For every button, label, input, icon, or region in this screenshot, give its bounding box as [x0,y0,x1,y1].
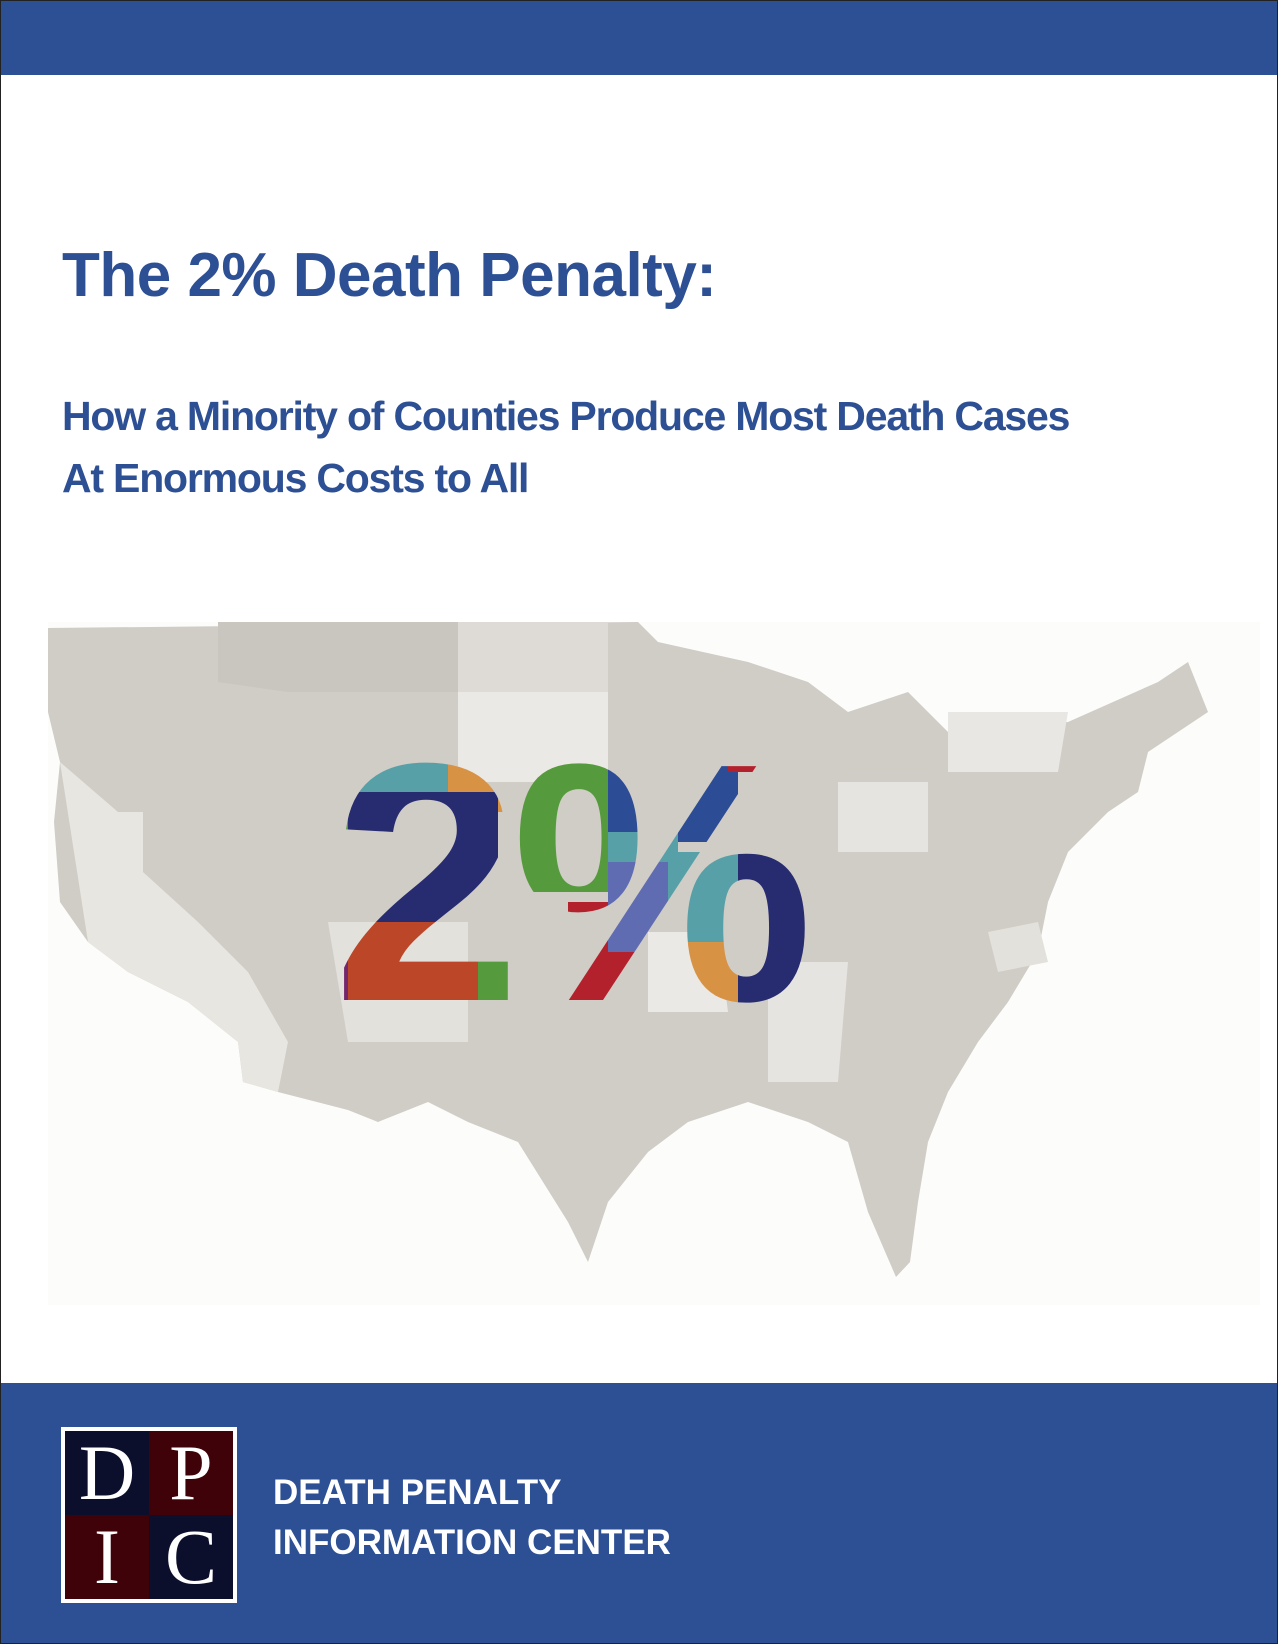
org-name-line-2: INFORMATION CENTER [273,1523,671,1562]
top-banner [0,0,1278,75]
org-name-line-1: DEATH PENALTY [273,1473,562,1512]
subtitle-line-2: At Enormous Costs to All [62,455,529,501]
state-north-carolina [988,922,1048,972]
logo-letter-p: P [149,1431,233,1515]
report-title: The 2% Death Penalty: [62,241,717,310]
state-new-york [948,712,1068,772]
logo-letter-i: I [65,1515,149,1599]
state-ohio [838,782,928,852]
us-map-svg: 2% [48,622,1208,1277]
state-north-dakota [458,622,608,692]
subtitle-line-1: How a Minority of Counties Produce Most … [62,393,1070,439]
dpic-logo: D P I C [61,1427,237,1603]
us-map-illustration: 2% [48,622,1260,1305]
report-subtitle: How a Minority of Counties Produce Most … [62,385,1070,509]
state-montana [218,622,458,692]
organization-name: DEATH PENALTY INFORMATION CENTER [273,1468,671,1568]
logo-letter-d: D [65,1431,149,1515]
logo-letter-c: C [149,1515,233,1599]
percent-colored-overlay [332,693,809,1012]
state-california [60,762,288,1092]
